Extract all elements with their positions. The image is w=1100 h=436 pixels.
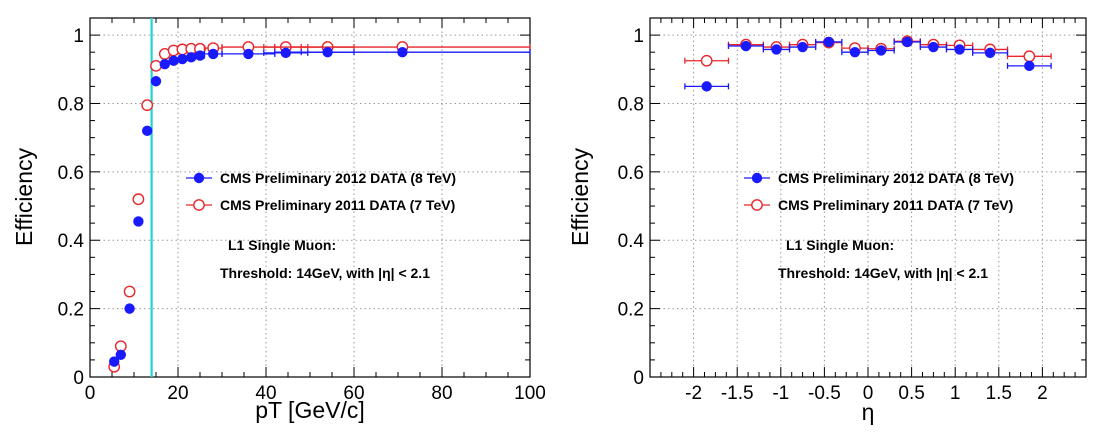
data-point — [740, 40, 752, 52]
legend-label: CMS Preliminary 2012 DATA (8 TeV) — [220, 170, 456, 186]
x-tick-label: -0.5 — [808, 383, 841, 404]
x-tick-label: 0 — [863, 383, 874, 404]
data-point — [701, 81, 712, 92]
y-tick-label: 0.6 — [618, 163, 644, 184]
x-tick-label: 0 — [85, 383, 96, 404]
legend-marker — [193, 172, 205, 184]
x-tick-label: 0.5 — [898, 383, 924, 404]
data-point — [208, 48, 219, 60]
legend-marker — [751, 199, 763, 211]
data-point — [109, 356, 120, 367]
x-tick-label: -2 — [685, 383, 702, 404]
data-point — [159, 58, 170, 70]
legend-label: CMS Preliminary 2011 DATA (7 TeV) — [778, 197, 1013, 213]
y-tick-label: 0 — [633, 368, 644, 389]
data-point — [902, 36, 913, 48]
legend-label: CMS Preliminary 2011 DATA (7 TeV) — [220, 197, 455, 213]
x-tick-label: 2 — [1037, 383, 1048, 404]
data-point — [133, 216, 144, 227]
x-tick-label: 1.5 — [986, 383, 1012, 404]
data-point — [797, 41, 808, 53]
data-point — [132, 193, 145, 206]
eta-efficiency-panel: -2 -1.5 -1 -0.5 0 0.5 1 1.5 2 0 0.2 0.4 0.6 0.8 1 η Effi… — [567, 17, 1087, 425]
y-axis-title: Efficiency — [11, 147, 37, 246]
y-tick-label: 0.8 — [618, 94, 644, 115]
y-tick-label: 0.2 — [58, 300, 84, 321]
y-tick-label: 0 — [73, 368, 84, 389]
data-point — [194, 50, 206, 61]
x-tick-label: 40 — [255, 383, 276, 404]
data-point — [397, 46, 408, 58]
pt-efficiency-panel: 0 20 40 60 80 100 0 0.2 0.4 0.6 0.8 1 pT [GeV/c] Effi… — [11, 17, 546, 423]
data-point — [150, 59, 162, 72]
data-point — [123, 285, 136, 298]
data-point — [954, 44, 965, 55]
data-point — [177, 53, 188, 65]
x-tick-label: 100 — [514, 383, 546, 404]
annotation-threshold: Threshold: 14GeV, with |η| < 2.1 — [778, 265, 988, 281]
data-point — [150, 76, 162, 87]
data-point — [984, 47, 996, 59]
y-tick-label: 0.2 — [618, 300, 644, 321]
annotation-threshold: Threshold: 14GeV, with |η| < 2.1 — [220, 265, 430, 281]
data-point — [280, 47, 291, 59]
y-tick-label: 1 — [633, 26, 644, 47]
series-2012 — [109, 46, 531, 367]
data-point — [771, 44, 782, 55]
x-tick-label: 60 — [343, 383, 364, 404]
x-tick-label: 80 — [431, 383, 452, 404]
annotation-title: L1 Single Muon: — [228, 237, 336, 253]
x-axis-title: pT [GeV/c] — [255, 397, 365, 423]
legend-marker — [751, 172, 763, 184]
data-point — [875, 45, 887, 56]
data-point — [1023, 50, 1036, 63]
y-tick-label: 1 — [73, 26, 84, 47]
data-point — [115, 349, 127, 360]
legend-marker — [193, 199, 205, 211]
data-point — [168, 55, 179, 66]
legend-label: CMS Preliminary 2012 DATA (8 TeV) — [778, 170, 1014, 186]
x-tick-label: 1 — [950, 383, 961, 404]
data-point — [928, 41, 939, 53]
annotation-title: L1 Single Muon: — [786, 237, 894, 253]
data-point — [141, 99, 154, 112]
y-tick-label: 0.4 — [618, 231, 645, 252]
data-point — [124, 303, 135, 314]
y-tick-label: 0.6 — [58, 163, 84, 184]
x-tick-label: -1.5 — [721, 383, 754, 404]
data-point — [1024, 60, 1035, 72]
x-tick-label: -1 — [772, 383, 789, 404]
x-axis-title: η — [862, 399, 875, 425]
data-point — [849, 46, 861, 58]
data-point — [823, 36, 834, 48]
data-point — [186, 52, 197, 63]
data-point — [700, 54, 713, 67]
series-2012 — [684, 36, 1052, 92]
data-point — [243, 48, 254, 60]
data-point — [142, 125, 153, 137]
y-axis-title: Efficiency — [567, 147, 593, 246]
y-tick-label: 0.8 — [58, 94, 84, 115]
x-tick-label: 20 — [167, 383, 188, 404]
y-tick-label: 0.4 — [58, 231, 85, 252]
